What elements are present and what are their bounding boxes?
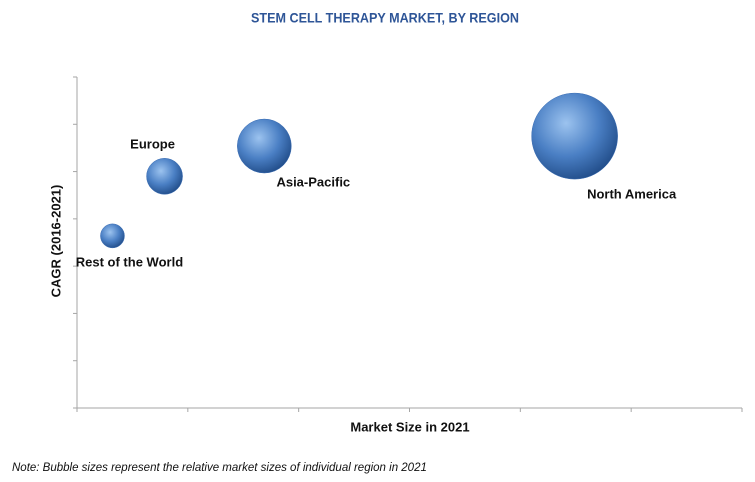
- bubble-label: Rest of the World: [76, 254, 183, 269]
- bubble-label: North America: [587, 187, 677, 202]
- note: Note: Bubble sizes represent the relativ…: [12, 462, 427, 474]
- bubble: [531, 92, 618, 180]
- x-axis-label: Market Size in 2021: [350, 419, 469, 434]
- bubble: [237, 118, 292, 174]
- bubble-label: Europe: [130, 137, 175, 152]
- bubble: [100, 223, 125, 249]
- bubble: [146, 158, 183, 195]
- bubble-label: Asia-Pacific: [276, 174, 350, 189]
- y-axis-label: CAGR (2016-2021): [48, 185, 63, 298]
- chart-title: STEM CELL THERAPY MARKET, BY REGION: [251, 10, 519, 26]
